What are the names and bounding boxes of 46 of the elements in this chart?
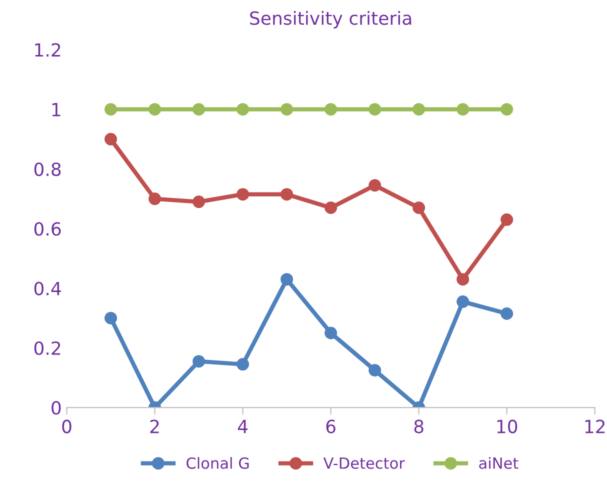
point: [324, 326, 338, 340]
x-tick-label: 4: [238, 420, 248, 434]
point: [500, 213, 514, 226]
point: [236, 188, 250, 201]
point: [192, 196, 206, 208]
point: [148, 103, 162, 116]
chart-title: Sensitivity criteria: [250, 10, 412, 28]
legend-label: Clonal G: [186, 457, 249, 469]
x-tick-label: 6: [326, 420, 336, 434]
y-tick-label: 1: [52, 103, 60, 116]
legend-label: V-Detector: [323, 458, 405, 469]
point: [368, 179, 382, 192]
point: [236, 358, 250, 371]
point: [280, 188, 294, 201]
point: [500, 103, 514, 116]
x-tick-label: 12: [585, 420, 605, 434]
x-tick-label: 10: [497, 420, 518, 434]
point: [368, 364, 382, 377]
point: [324, 201, 338, 214]
y-tick-label: 1.2: [35, 43, 60, 57]
y-tick-label: 0.4: [34, 282, 61, 296]
point: [412, 103, 426, 116]
point: [324, 103, 338, 116]
y-tick-label: 0.2: [34, 341, 60, 356]
point: [456, 103, 470, 116]
legend-label: aiNet: [479, 457, 518, 469]
y-tick-label: 0.6: [34, 222, 61, 236]
point: [148, 192, 162, 206]
point: [412, 201, 426, 214]
point: [192, 103, 206, 116]
point: [104, 312, 118, 324]
point: [236, 103, 250, 116]
point: [280, 273, 294, 286]
point: [192, 355, 206, 368]
point: [368, 103, 382, 116]
y-tick-label: 0.8: [34, 162, 61, 176]
point: [456, 273, 470, 286]
x-tick-label: 0: [62, 420, 72, 434]
point: [280, 103, 294, 116]
point: [104, 132, 118, 146]
point: [456, 295, 470, 308]
y-tick-label: 0: [52, 401, 61, 415]
x-tick-label: 2: [150, 420, 159, 434]
point: [104, 103, 118, 116]
point: [500, 307, 514, 320]
x-tick-label: 8: [414, 420, 424, 434]
